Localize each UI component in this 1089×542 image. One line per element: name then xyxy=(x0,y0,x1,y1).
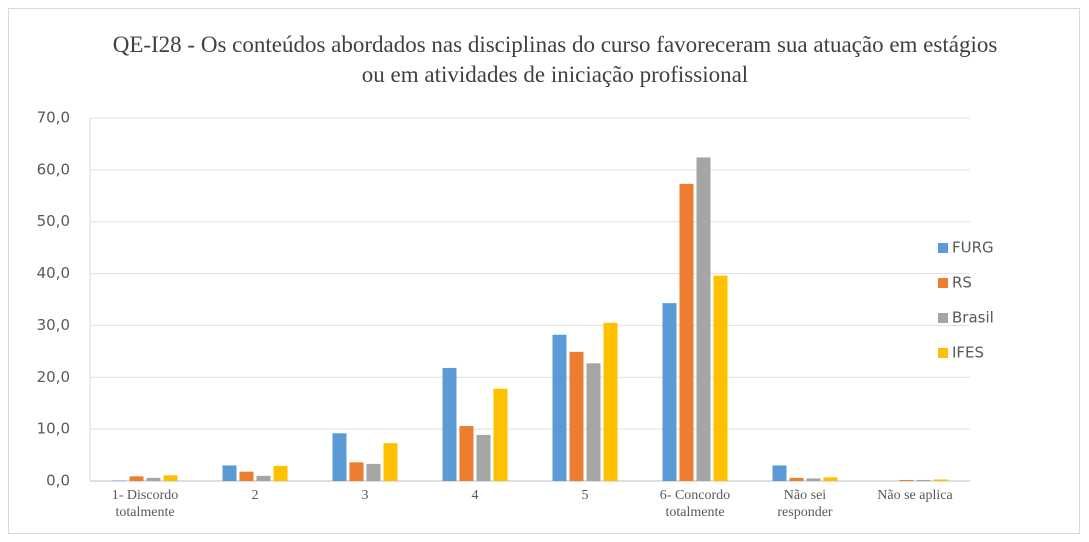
bar xyxy=(823,477,838,481)
bar xyxy=(349,462,364,481)
legend-swatch xyxy=(938,243,948,253)
legend-label: FURG xyxy=(952,239,994,257)
bar xyxy=(772,465,787,481)
bar xyxy=(129,476,144,481)
y-tick-label: 70,0 xyxy=(37,109,70,127)
bar xyxy=(222,465,237,481)
x-tick-label: 2 xyxy=(251,488,259,503)
bar xyxy=(459,426,474,481)
bar xyxy=(552,334,567,481)
legend-label: Brasil xyxy=(952,309,994,327)
bar xyxy=(383,443,398,481)
y-tick-label: 10,0 xyxy=(37,420,70,438)
bar xyxy=(442,367,457,481)
bar xyxy=(916,479,931,481)
bar xyxy=(163,475,178,481)
legend-swatch xyxy=(938,278,948,288)
bar xyxy=(112,480,127,481)
bar xyxy=(476,434,491,481)
bar xyxy=(586,363,601,481)
bar xyxy=(146,477,161,481)
bar xyxy=(662,303,677,481)
x-tick-label: 6- Concordo totalmente xyxy=(659,488,731,520)
x-tick-label: Não se aplica xyxy=(877,488,953,503)
bar xyxy=(273,465,288,481)
x-tick-label: 5 xyxy=(581,488,589,503)
chart-frame xyxy=(8,8,1080,534)
x-tick-label: Não sei responder xyxy=(777,488,833,520)
bar xyxy=(256,475,271,481)
bar xyxy=(239,471,254,481)
bar xyxy=(603,322,618,481)
bar xyxy=(332,433,347,481)
legend-label: RS xyxy=(952,274,972,292)
y-tick-label: 60,0 xyxy=(37,160,70,178)
y-tick-label: 30,0 xyxy=(37,316,70,334)
chart-title: QE-I28 - Os conteúdos abordados nas disc… xyxy=(112,32,998,87)
y-tick-label: 0,0 xyxy=(46,472,70,490)
legend-swatch xyxy=(938,313,948,323)
y-tick-label: 20,0 xyxy=(37,368,70,386)
legend-label: IFES xyxy=(952,344,984,362)
bar xyxy=(679,183,694,481)
bar xyxy=(933,479,948,481)
bar xyxy=(899,479,914,481)
y-tick-label: 40,0 xyxy=(37,264,70,282)
bar xyxy=(696,157,711,481)
bar xyxy=(366,463,381,481)
x-tick-label: 3 xyxy=(361,488,369,503)
legend-swatch xyxy=(938,348,948,358)
bar xyxy=(806,478,821,481)
bar xyxy=(493,388,508,481)
bar xyxy=(569,351,584,481)
bar xyxy=(789,477,804,481)
x-tick-label: 4 xyxy=(471,488,479,503)
x-tick-label: 1- Discordo totalmente xyxy=(111,488,179,520)
bar xyxy=(713,275,728,481)
y-tick-label: 50,0 xyxy=(37,212,70,230)
